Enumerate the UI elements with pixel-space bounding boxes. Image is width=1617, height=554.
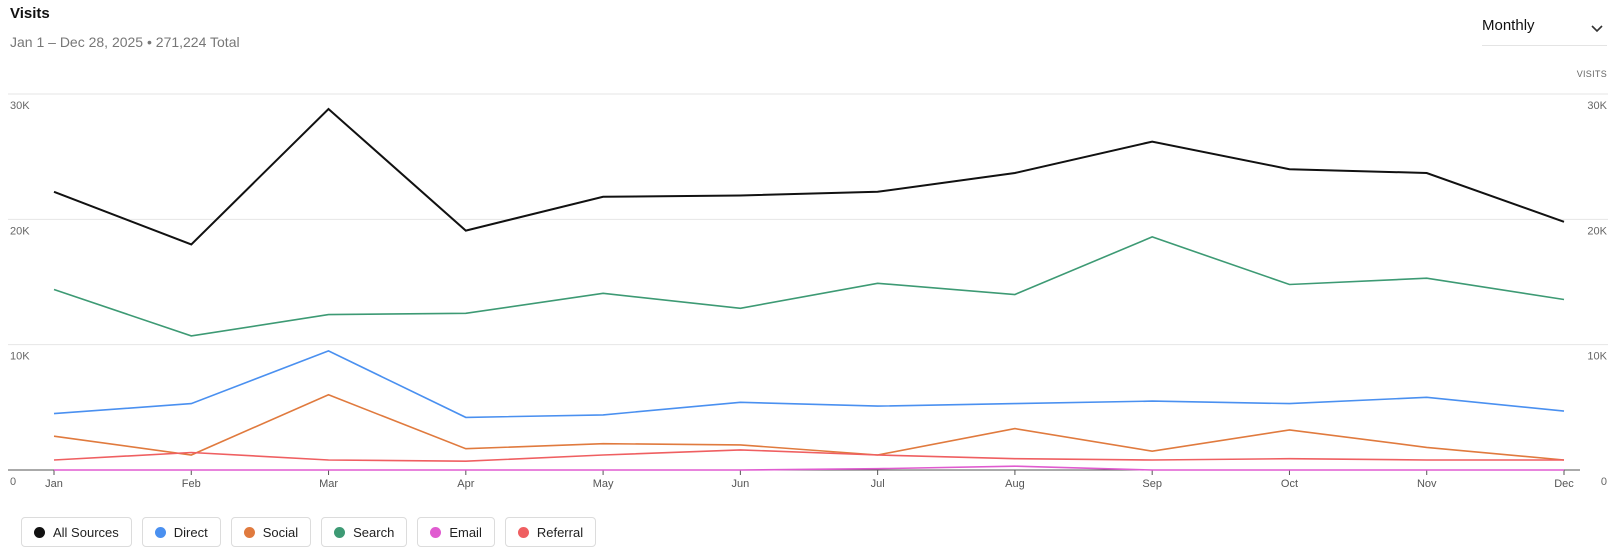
chevron-down-icon (1591, 20, 1603, 38)
y-tick-label-left: 30K (10, 100, 30, 112)
series-line-search (53, 236, 1565, 337)
period-dropdown[interactable]: Monthly (1482, 6, 1607, 46)
legend-label: All Sources (53, 524, 119, 540)
x-tick-label: Oct (1281, 478, 1298, 490)
x-tick-label: Apr (457, 478, 474, 490)
x-tick-label: Jan (45, 478, 63, 490)
legend-swatch (430, 526, 442, 538)
x-tick-label: May (593, 478, 614, 490)
x-tick-label: Dec (1554, 478, 1574, 490)
legend-swatch (34, 526, 45, 538)
x-tick-label: Jul (871, 478, 885, 490)
legend-item-all-sources[interactable]: All Sources (21, 517, 132, 547)
line-chart: 0 0 10K 10K 20K 20K 30K 30K VISITS Jan Feb Mar Apr Ma… (8, 69, 1608, 490)
series-line-direct (53, 350, 1565, 419)
chart-header: Visits Jan 1 – Dec 28, 2025 • 271,224 To… (10, 5, 240, 50)
legend-swatch (517, 526, 529, 538)
legend-label: Direct (173, 524, 208, 540)
chart-subtitle: Jan 1 – Dec 28, 2025 • 271,224 Total (10, 34, 240, 50)
chart-legend: All Sources Direct Social Search Email Referr… (21, 517, 597, 547)
legend-item-direct[interactable]: Direct (141, 517, 221, 547)
legend-item-email[interactable]: Email (417, 517, 495, 547)
legend-item-referral[interactable]: Referral (504, 517, 597, 547)
x-tick-label: Jun (731, 478, 749, 490)
y-tick-label-right: 20K (1587, 225, 1607, 237)
x-tick-label: Aug (1005, 478, 1025, 490)
legend-label: Search (353, 524, 395, 540)
chart-title: Visits (10, 5, 50, 22)
x-tick-label: Sep (1142, 478, 1162, 490)
legend-label: Social (262, 524, 299, 540)
y-tick-label-right: 30K (1587, 100, 1607, 112)
x-tick-label: Mar (319, 478, 338, 490)
series-line-social (53, 393, 1565, 461)
series-line-referral (53, 449, 1564, 463)
y-tick-label-left: 0 (10, 476, 16, 488)
x-tick-label: Nov (1417, 478, 1437, 490)
legend-swatch (243, 526, 255, 538)
y-tick-label-right: 10K (1587, 351, 1607, 363)
series-line-all-sources (53, 107, 1565, 246)
legend-swatch (334, 526, 346, 538)
legend-swatch (154, 526, 166, 538)
legend-label: Referral (536, 524, 584, 540)
legend-label: Email (449, 524, 482, 540)
x-tick-label: Feb (182, 478, 201, 490)
legend-item-social[interactable]: Social (230, 517, 312, 547)
series-line-email (54, 465, 1564, 471)
period-dropdown-value: Monthly (1482, 17, 1535, 34)
y-tick-label-left: 10K (10, 351, 30, 363)
legend-item-search[interactable]: Search (321, 517, 408, 547)
y-tick-label-left: 20K (10, 225, 30, 237)
y-axis-title: VISITS (1577, 69, 1607, 79)
y-tick-label-right: 0 (1601, 476, 1607, 488)
